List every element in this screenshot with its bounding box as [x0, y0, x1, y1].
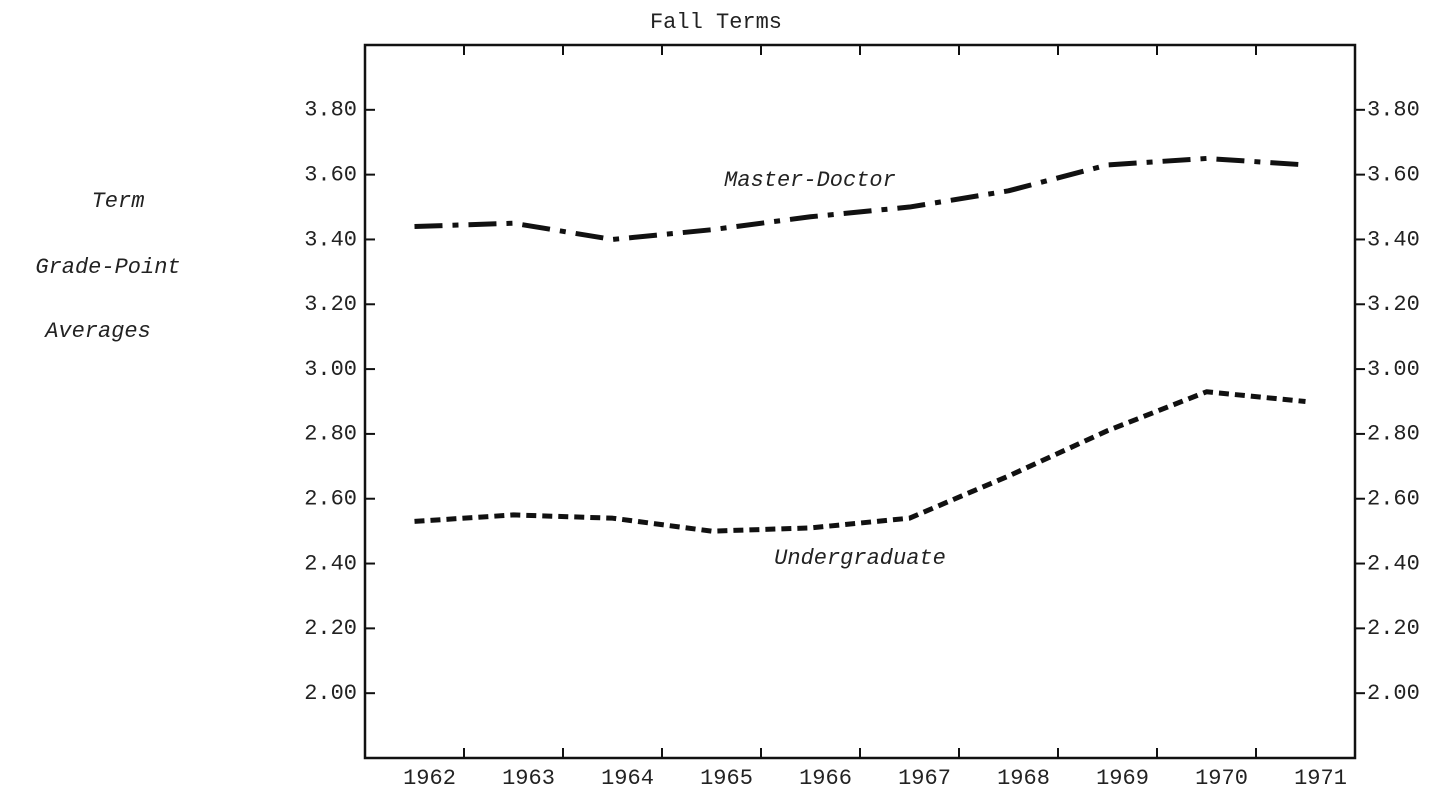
x-tick-label: 1967: [898, 766, 951, 791]
y2-tick-label: 3.00: [1367, 357, 1420, 382]
x-tick-label: 1963: [502, 766, 555, 791]
y2-tick-label: 3.80: [1367, 98, 1420, 123]
chart-title: Fall Terms: [650, 10, 782, 35]
y-tick-label: 3.80: [304, 98, 357, 123]
y2-tick-label: 2.80: [1367, 422, 1420, 447]
y-tick-label: 3.40: [304, 227, 357, 252]
y-tick-label: 2.40: [304, 551, 357, 576]
x-tick-label: 1969: [1096, 766, 1149, 791]
y-tick-label: 3.00: [304, 357, 357, 382]
y-tick-label: 3.20: [304, 292, 357, 317]
y-axis-label: Averages: [43, 319, 151, 344]
y2-tick-label: 3.40: [1367, 227, 1420, 252]
y-tick-label: 2.60: [304, 487, 357, 512]
x-tick-label: 1965: [700, 766, 753, 791]
y-tick-label: 2.00: [304, 681, 357, 706]
y-tick-label: 2.80: [304, 422, 357, 447]
y2-tick-label: 2.00: [1367, 681, 1420, 706]
x-tick-label: 1970: [1195, 766, 1248, 791]
y-tick-label: 3.60: [304, 162, 357, 187]
series-label: Undergraduate: [774, 546, 946, 571]
plot-frame: [363, 43, 1357, 760]
line-series: [414, 389, 1306, 534]
y2-tick-label: 3.20: [1367, 292, 1420, 317]
y-axis-label: Grade-Point: [35, 255, 180, 280]
x-tick-label: 1964: [601, 766, 654, 791]
x-tick-label: 1971: [1294, 766, 1347, 791]
x-tick-label: 1962: [403, 766, 456, 791]
y2-tick-label: 3.60: [1367, 162, 1420, 187]
y-axis-label: Term: [92, 189, 145, 214]
y-tick-label: 2.20: [304, 616, 357, 641]
y2-tick-label: 2.60: [1367, 487, 1420, 512]
series-label: Master-Doctor: [724, 168, 896, 193]
line-series: [414, 155, 1306, 242]
x-tick-label: 1968: [997, 766, 1050, 791]
y2-tick-label: 2.20: [1367, 616, 1420, 641]
y2-tick-label: 2.40: [1367, 551, 1420, 576]
x-tick-label: 1966: [799, 766, 852, 791]
